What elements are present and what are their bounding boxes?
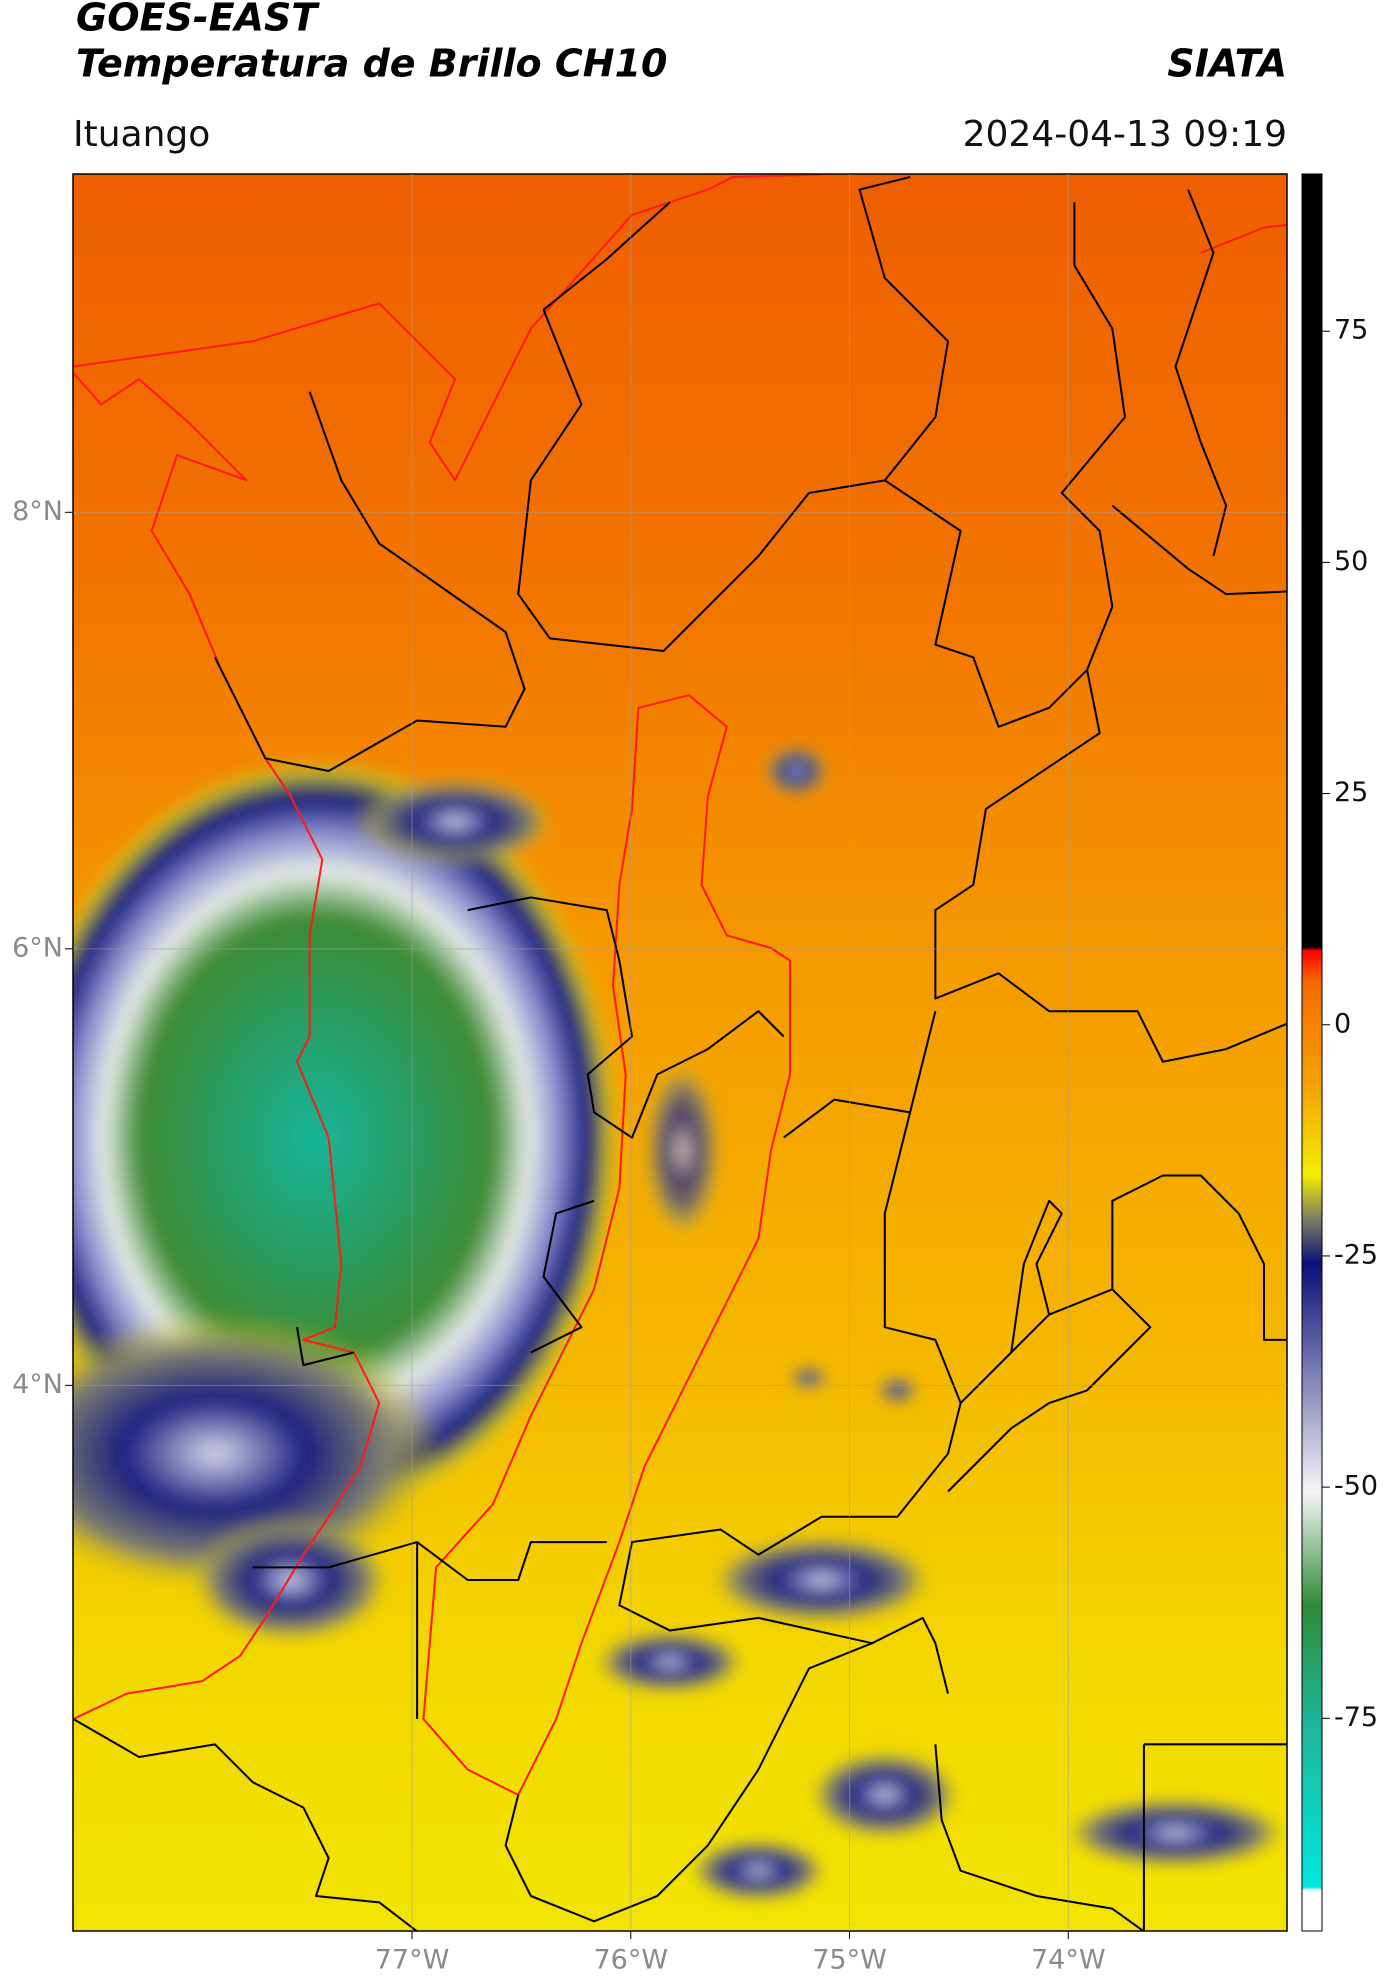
colorbar-tick-label: -50 bbox=[1334, 1471, 1378, 1502]
x-tick-label: 75°W bbox=[812, 1945, 887, 1976]
location: Ituango bbox=[73, 114, 210, 155]
x-tick-label: 76°W bbox=[594, 1945, 669, 1976]
source: SIATA bbox=[1167, 42, 1287, 86]
y-tick-label: 4°N bbox=[12, 1369, 63, 1400]
subtitle: Temperatura de Brillo CH10 bbox=[76, 42, 667, 86]
cloud-field bbox=[73, 745, 1287, 1903]
timestamp: 2024-04-13 09:19 bbox=[963, 114, 1287, 155]
ticks: 77°W 76°W 75°W 74°W 8°N 6°N 4°N 75 50 25 0 -25 -50 -7… bbox=[12, 174, 1378, 1976]
map-frame bbox=[72, 173, 1288, 1932]
y-tick-label: 6°N bbox=[12, 932, 63, 963]
colorbar-tick-label: -75 bbox=[1334, 1702, 1378, 1733]
y-tick-label: 8°N bbox=[12, 496, 63, 527]
colorbar-tick-label: 25 bbox=[1334, 777, 1368, 808]
colorbar-tick-label: 50 bbox=[1334, 546, 1368, 577]
title: GOES-EAST bbox=[76, 0, 320, 40]
map-image bbox=[73, 174, 1287, 1931]
colorbar bbox=[1301, 173, 1323, 1932]
x-tick-label: 77°W bbox=[375, 1945, 450, 1976]
x-tick-label: 74°W bbox=[1031, 1945, 1106, 1976]
colorbar-tick-label: -25 bbox=[1334, 1239, 1378, 1270]
colorbar-tick-label: 75 bbox=[1334, 315, 1368, 346]
colorbar-tick-label: 0 bbox=[1334, 1008, 1351, 1039]
borders bbox=[73, 174, 1287, 1931]
